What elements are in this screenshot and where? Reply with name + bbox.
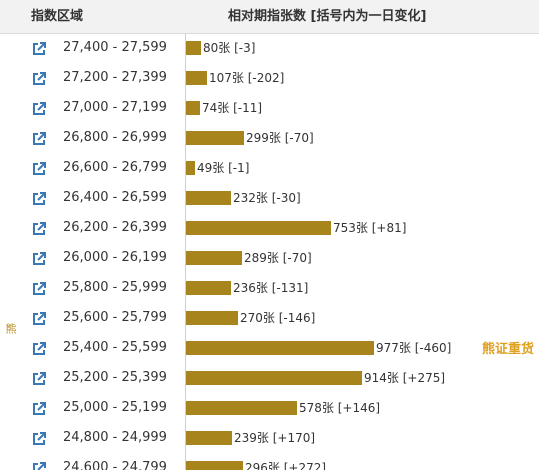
index-range-label: 27,000 - 27,199: [63, 100, 167, 115]
count-bar: [186, 341, 374, 355]
count-bar: [186, 191, 231, 205]
count-bar: [186, 461, 243, 470]
index-range-label: 26,600 - 26,799: [63, 160, 167, 175]
external-link-icon[interactable]: [32, 191, 46, 205]
external-link-icon[interactable]: [32, 161, 46, 175]
table-row: 25,600 - 25,799 270张 [-146]: [0, 303, 539, 333]
table-row: 26,200 - 26,399 753张 [+81]: [0, 213, 539, 243]
count-bar: [186, 101, 200, 115]
count-bar: [186, 371, 362, 385]
table-row: 26,800 - 26,999 299张 [-70]: [0, 123, 539, 153]
table-row: 27,200 - 27,399 107张 [-202]: [0, 63, 539, 93]
index-range-label: 27,200 - 27,399: [63, 70, 167, 85]
table-row: 24,800 - 24,999 239张 [+170]: [0, 423, 539, 453]
bear-side-label: 熊: [4, 323, 17, 334]
count-value-label: 239张 [+170]: [234, 431, 316, 445]
table-row: 24,600 - 24,799 296张 [+272]: [0, 453, 539, 470]
count-bar: [186, 41, 201, 55]
count-bar: [186, 251, 242, 265]
count-value-label: 49张 [-1]: [197, 161, 250, 175]
external-link-icon[interactable]: [32, 461, 46, 470]
external-link-icon[interactable]: [32, 221, 46, 235]
index-range-label: 26,000 - 26,199: [63, 250, 167, 265]
external-link-icon[interactable]: [32, 251, 46, 265]
index-range-label: 25,600 - 25,799: [63, 310, 167, 325]
count-bar: [186, 131, 244, 145]
index-range-label: 25,200 - 25,399: [63, 370, 167, 385]
count-bar: [186, 221, 331, 235]
count-value-label: 80张 [-3]: [203, 41, 256, 55]
count-value-label: 578张 [+146]: [299, 401, 381, 415]
count-bar: [186, 311, 238, 325]
table-row: 25,000 - 25,199 578张 [+146]: [0, 393, 539, 423]
table-row: 25,200 - 25,399 914张 [+275]: [0, 363, 539, 393]
external-link-icon[interactable]: [32, 341, 46, 355]
count-value-label: 753张 [+81]: [333, 221, 407, 235]
index-range-label: 25,400 - 25,599: [63, 340, 167, 355]
index-range-label: 25,000 - 25,199: [63, 400, 167, 415]
external-link-icon[interactable]: [32, 371, 46, 385]
external-link-icon[interactable]: [32, 281, 46, 295]
count-value-label: 270张 [-146]: [240, 311, 316, 325]
count-bar: [186, 401, 297, 415]
table-row: 27,400 - 27,599 80张 [-3]: [0, 33, 539, 63]
external-link-icon[interactable]: [32, 311, 46, 325]
table-row: 26,000 - 26,199 289张 [-70]: [0, 243, 539, 273]
count-bar: [186, 281, 231, 295]
count-bar: [186, 71, 207, 85]
bear-heavy-marker: 熊证重货: [482, 342, 535, 357]
external-link-icon[interactable]: [32, 41, 46, 55]
count-bar: [186, 431, 232, 445]
bar-axis-line: [185, 33, 186, 470]
distribution-rows: 27,400 - 27,599 80张 [-3] 27,200 - 27,399 10…: [0, 33, 539, 470]
count-value-label: 107张 [-202]: [209, 71, 285, 85]
index-range-label: 25,800 - 25,999: [63, 280, 167, 295]
count-value-label: 232张 [-30]: [233, 191, 301, 205]
count-value-label: 299张 [-70]: [246, 131, 314, 145]
table-row: 26,600 - 26,799 49张 [-1]: [0, 153, 539, 183]
count-value-label: 296张 [+272]: [245, 461, 327, 470]
table-row: 25,800 - 25,999 236张 [-131]: [0, 273, 539, 303]
index-range-label: 26,800 - 26,999: [63, 130, 167, 145]
count-value-label: 914张 [+275]: [364, 371, 446, 385]
index-range-label: 27,400 - 27,599: [63, 40, 167, 55]
index-range-label: 26,400 - 26,599: [63, 190, 167, 205]
count-bar: [186, 161, 195, 175]
count-column-header: 相对期指张数 [括号内为一日变化]: [228, 9, 427, 24]
table-row: 26,400 - 26,599 232张 [-30]: [0, 183, 539, 213]
count-value-label: 977张 [-460]: [376, 341, 452, 355]
table-row: 25,400 - 25,599 977张 [-460]: [0, 333, 539, 363]
index-range-label: 24,600 - 24,799: [63, 460, 167, 470]
table-row: 27,000 - 27,199 74张 [-11]: [0, 93, 539, 123]
external-link-icon[interactable]: [32, 101, 46, 115]
range-column-header: 指数区域: [31, 9, 84, 24]
external-link-icon[interactable]: [32, 131, 46, 145]
table-header: 指数区域 相对期指张数 [括号内为一日变化]: [0, 0, 539, 34]
external-link-icon[interactable]: [32, 431, 46, 445]
index-range-label: 26,200 - 26,399: [63, 220, 167, 235]
count-value-label: 236张 [-131]: [233, 281, 309, 295]
external-link-icon[interactable]: [32, 401, 46, 415]
index-range-label: 24,800 - 24,999: [63, 430, 167, 445]
external-link-icon[interactable]: [32, 71, 46, 85]
count-value-label: 74张 [-11]: [202, 101, 263, 115]
count-value-label: 289张 [-70]: [244, 251, 312, 265]
